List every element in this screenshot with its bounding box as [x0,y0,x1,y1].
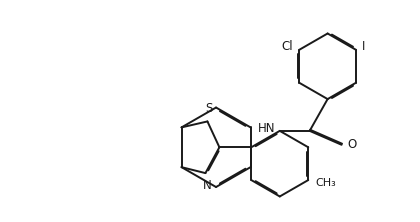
Text: Cl: Cl [281,40,293,54]
Text: I: I [362,40,365,54]
Text: N: N [203,179,212,192]
Text: S: S [206,103,213,115]
Text: O: O [347,138,357,151]
Text: CH₃: CH₃ [315,178,336,188]
Text: HN: HN [258,122,276,135]
